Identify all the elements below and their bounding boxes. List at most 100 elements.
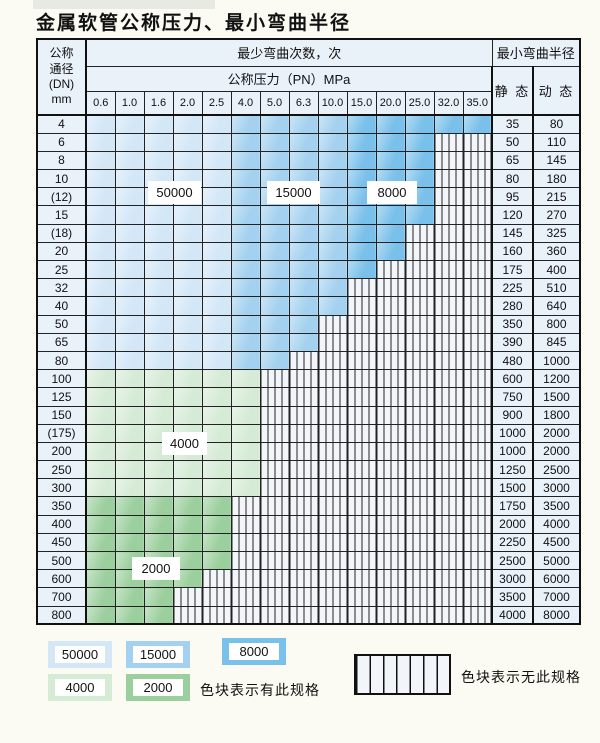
static-radius-value: 280 [491, 296, 534, 316]
no-spec-cell [259, 496, 290, 516]
no-spec-cell [230, 587, 261, 607]
table-row: 50 350 800 [36, 314, 581, 334]
no-spec-cell [375, 405, 406, 425]
dn-value: 50 [36, 314, 87, 334]
no-spec-cell [462, 169, 493, 189]
legend-swatch-2000: 2000 [126, 674, 190, 701]
spec-cell [85, 550, 116, 571]
spec-cell [114, 350, 145, 371]
spec-cell [85, 587, 116, 607]
spec-cell [114, 423, 145, 443]
no-spec-cell [462, 496, 493, 516]
spec-cell [404, 114, 435, 134]
dn-header-line: (DN) [48, 77, 75, 91]
static-radius-value: 350 [491, 314, 534, 334]
no-spec-cell [230, 569, 261, 589]
spec-cell [230, 296, 261, 316]
pressure-tick: 32.0 [433, 90, 464, 116]
spec-cell [259, 296, 290, 316]
dynamic-radius-value: 270 [532, 205, 581, 225]
spec-cell [317, 259, 348, 280]
no-spec-cell [317, 478, 348, 498]
no-spec-cell [259, 569, 290, 589]
static-radius-value: 95 [491, 187, 534, 207]
cycles-label-15000: 15000 [267, 181, 320, 204]
no-spec-cell [404, 369, 435, 389]
spec-cell [201, 259, 232, 280]
dn-header-line: mm [51, 92, 72, 107]
spec-cell [259, 350, 290, 371]
spec-cell [259, 223, 290, 243]
spec-cell [114, 278, 145, 298]
spec-cell [259, 205, 290, 225]
table-row: 600 3000 6000 [36, 569, 581, 589]
no-spec-cell [375, 387, 406, 407]
no-spec-cell [259, 387, 290, 407]
spec-cell [375, 241, 406, 262]
spec-cell [85, 132, 116, 152]
static-radius-value: 160 [491, 241, 534, 262]
spec-cell [143, 150, 174, 171]
spec-cell [201, 387, 232, 407]
cycles-label-2000: 2000 [132, 557, 180, 580]
no-spec-cell [462, 332, 493, 352]
no-spec-cell [317, 569, 348, 589]
legend-swatch-label: 50000 [55, 646, 105, 663]
no-spec-cell [433, 423, 464, 443]
no-spec-cell [375, 514, 406, 534]
spec-cell [85, 296, 116, 316]
spec-cell [172, 569, 203, 589]
spec-cell [172, 496, 203, 516]
spec-cell [230, 405, 261, 425]
static-radius-value: 145 [491, 223, 534, 243]
no-spec-cell [375, 278, 406, 298]
table-row: 700 3500 7000 [36, 587, 581, 607]
pressure-tick: 35.0 [462, 90, 493, 116]
no-spec-cell [317, 496, 348, 516]
spec-cell [201, 514, 232, 534]
spec-cell [114, 478, 145, 498]
dn-value: 15 [36, 205, 87, 225]
no-spec-cell [375, 460, 406, 480]
no-spec-cell [433, 332, 464, 352]
no-spec-cell [288, 569, 319, 589]
spec-cell [143, 296, 174, 316]
no-spec-cell [375, 496, 406, 516]
spec-cell [172, 241, 203, 262]
spec-cell [201, 296, 232, 316]
table-row: 80 480 1000 [36, 350, 581, 371]
spec-cell [230, 460, 261, 480]
legend-has-spec-text: 色块表示有此规格 [200, 682, 320, 698]
dn-value: 65 [36, 332, 87, 352]
no-spec-cell [346, 532, 377, 553]
spec-cell [143, 587, 174, 607]
no-spec-cell [230, 605, 261, 625]
dn-value: 100 [36, 369, 87, 389]
spec-cell [85, 369, 116, 389]
spec-cell [172, 296, 203, 316]
no-spec-cell [375, 369, 406, 389]
legend-swatch-label: 8000 [229, 643, 279, 660]
table-row: 32 225 510 [36, 278, 581, 298]
no-spec-cell [259, 369, 290, 389]
spec-cell [230, 332, 261, 352]
no-spec-cell [404, 496, 435, 516]
spec-cell [230, 369, 261, 389]
no-spec-cell [462, 369, 493, 389]
spec-cell [114, 369, 145, 389]
spec-cell [143, 223, 174, 243]
legend-swatch-label: 4000 [55, 679, 105, 696]
no-spec-cell [404, 296, 435, 316]
spec-cell [375, 114, 406, 134]
spec-cell [85, 350, 116, 371]
spec-cell [114, 532, 145, 553]
spec-cell [85, 496, 116, 516]
spec-cell [404, 205, 435, 225]
spec-cell [259, 314, 290, 334]
bend-cycles-header: 最少弯曲次数，次 [85, 38, 493, 67]
pressure-tick: 1.6 [143, 90, 174, 116]
static-radius-value: 65 [491, 150, 534, 171]
no-spec-cell [317, 514, 348, 534]
dn-value: 20 [36, 241, 87, 262]
no-spec-cell [259, 550, 290, 571]
